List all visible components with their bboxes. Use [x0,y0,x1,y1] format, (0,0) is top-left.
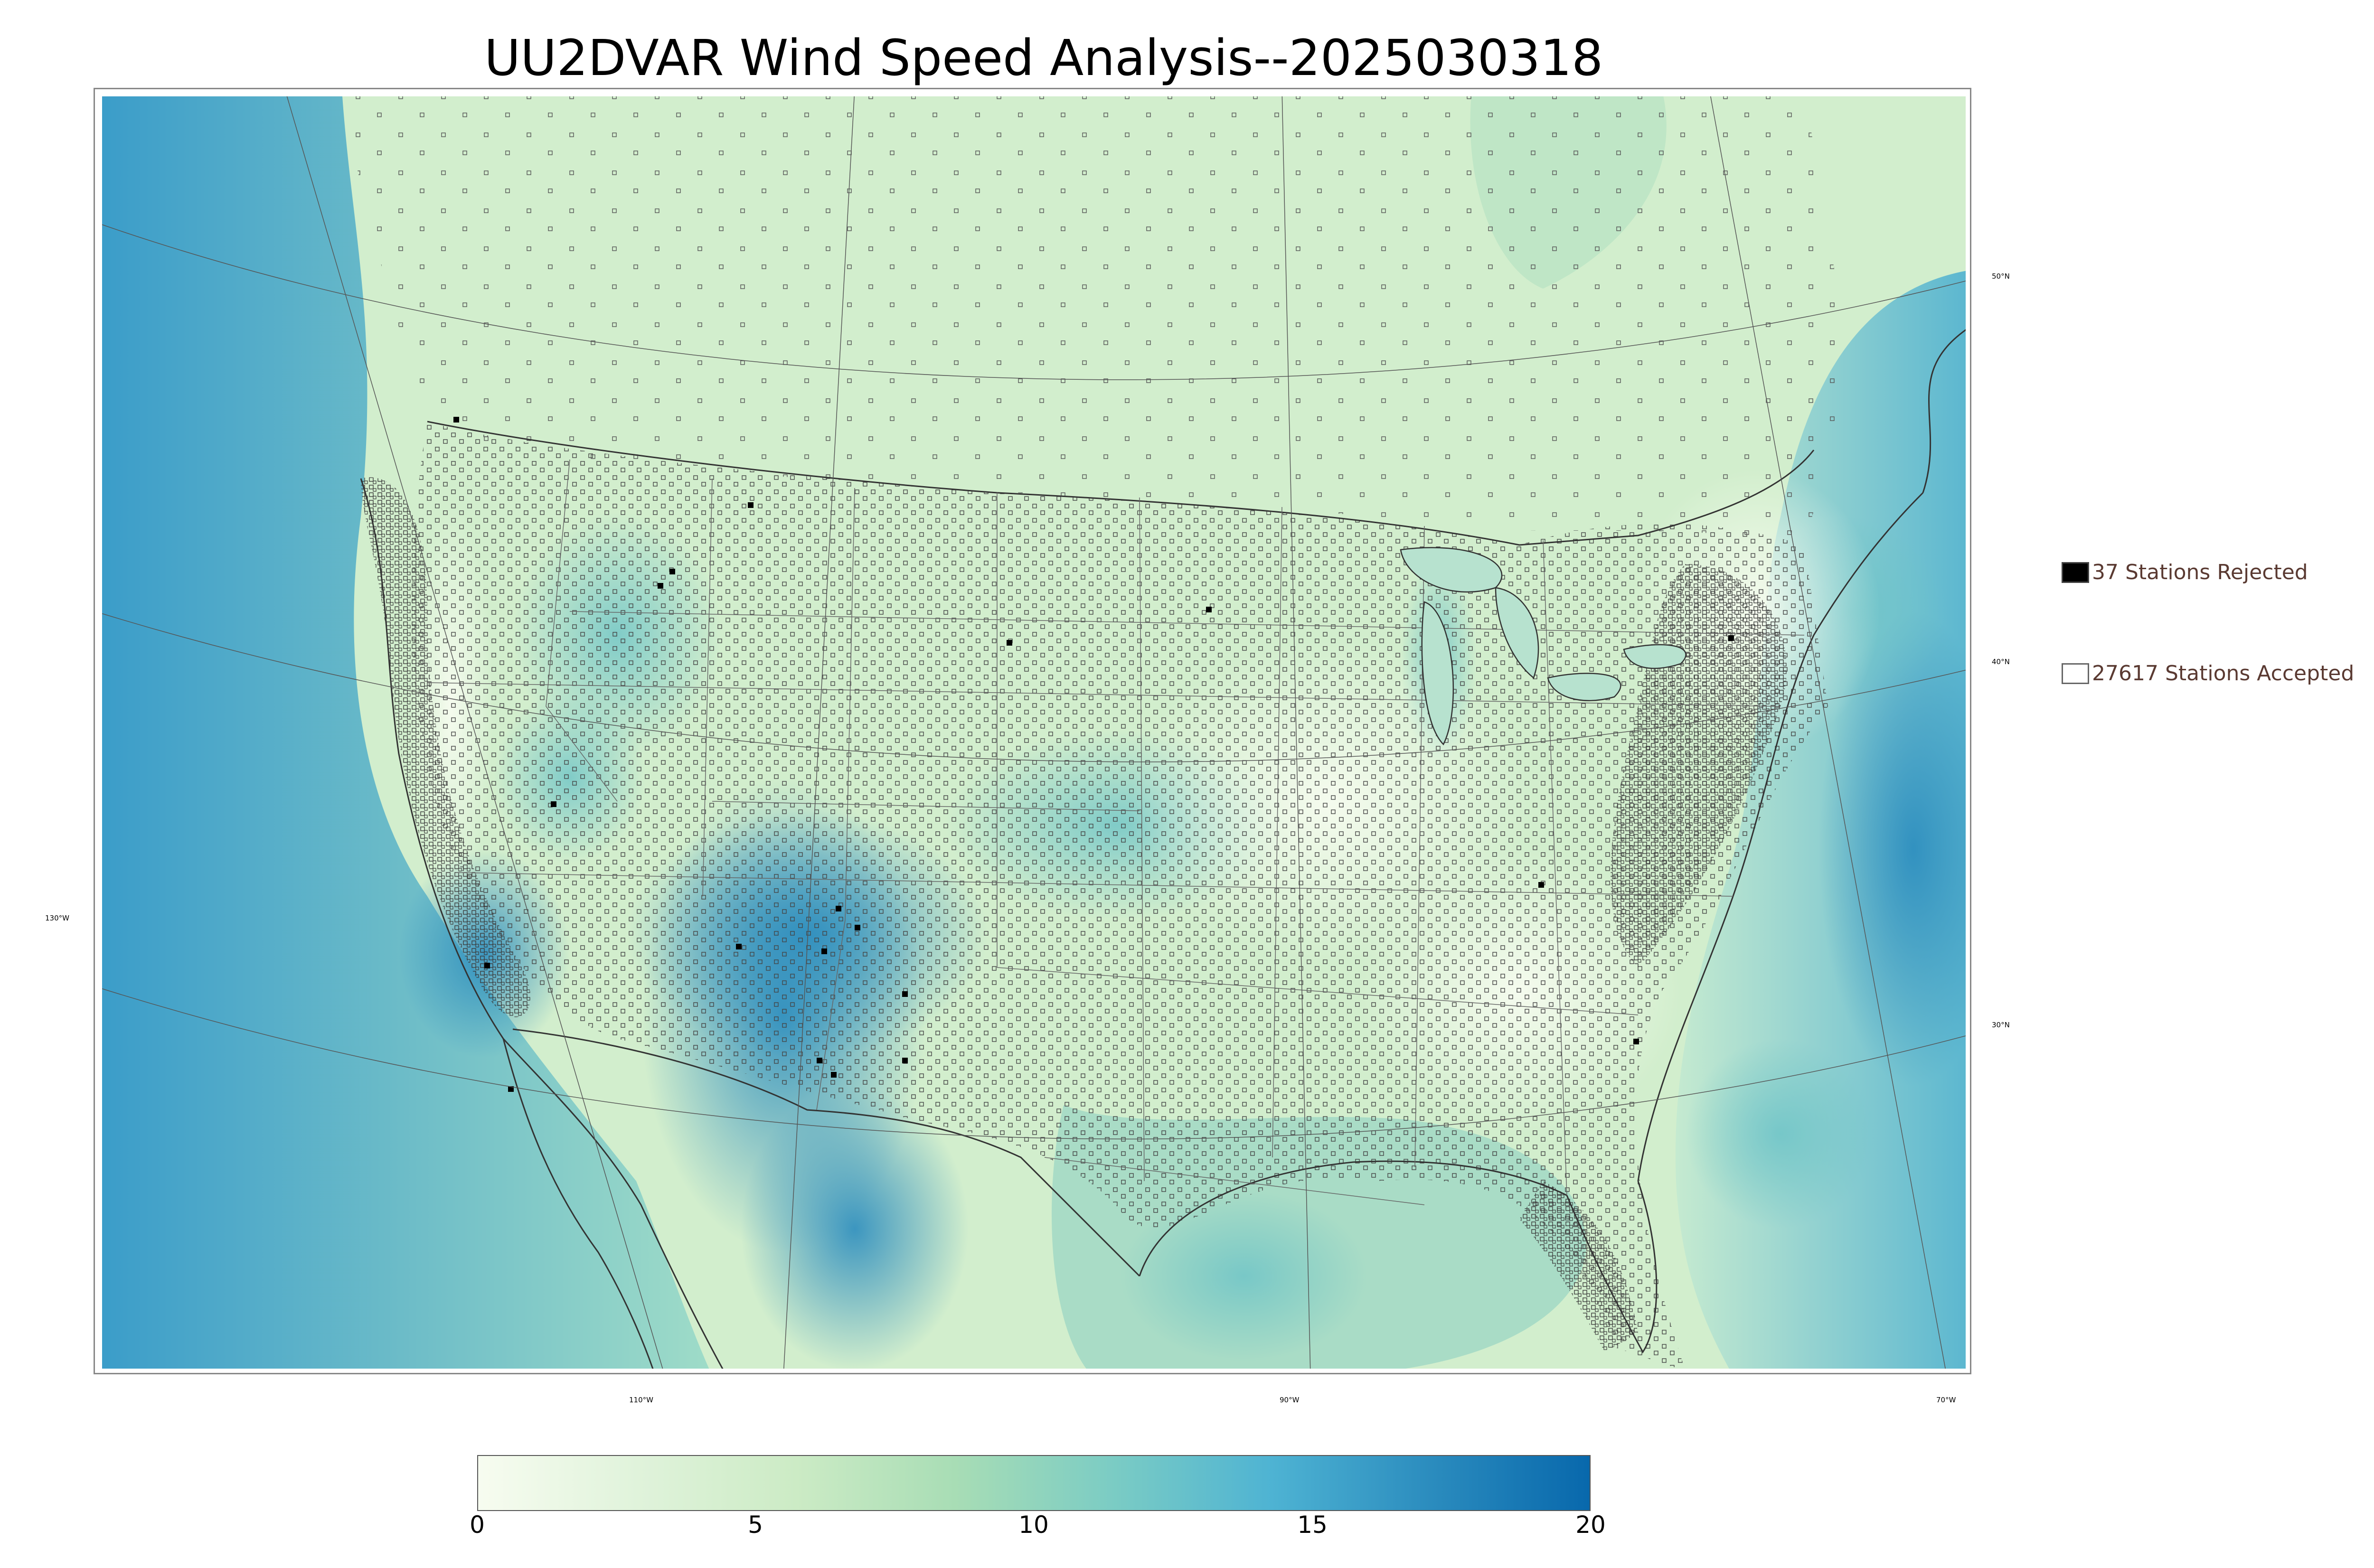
wind-sw-atlantic [1686,1039,1875,1229]
wind-gulf [1121,1191,1367,1361]
us-canada-border [427,421,1815,546]
accepted-swatch [2062,663,2089,684]
gulf-coast [1139,1160,1567,1277]
map-panel[interactable] [94,88,1971,1374]
great-lakes [1400,547,1686,746]
colorbar-tick-15: 15 [1297,1511,1328,1539]
map-borders [360,329,1966,1369]
canada-east-coast [1922,329,1966,493]
stations-canada [343,96,1852,545]
stations-florida [1519,1181,1638,1352]
legend-accepted: 27617 Stations Accepted [2062,661,2354,685]
state-borders [427,459,1805,1205]
map-title: UU2DVAR Wind Speed Analysis--2025030318 [484,29,1603,87]
lat-label-30n: 30°N [1992,1021,2010,1029]
high-wind-mexico [741,1086,969,1369]
wind-speed-map [102,96,1966,1369]
lon-label-130w: 130°W [45,914,69,922]
rejected-swatch [2062,562,2089,583]
lat-label-40n: 40°N [1992,657,2010,666]
colorbar-tick-10: 10 [1018,1511,1049,1539]
florida-coast [1566,1181,1658,1353]
lat-label-50n: 50°N [1992,272,2010,281]
pacific-ocean [102,96,709,1369]
legend-rejected: 37 Stations Rejected [2062,560,2308,584]
lon-label-90w: 90°W [1280,1396,1300,1404]
us-west-coast [360,478,724,1369]
colorbar [477,1455,1591,1511]
stations-conus [412,422,1828,1369]
us-mexico-border [512,1028,1140,1277]
lon-label-70w: 70°W [1936,1396,1956,1404]
graticule [102,96,1966,1369]
lon-label-110w: 110°W [629,1396,653,1404]
colorbar-tick-5: 5 [748,1511,763,1539]
wind-atlantic-storm [1818,611,1966,1086]
baja-coast [502,1038,654,1369]
accepted-label: 27617 Stations Accepted [2092,661,2355,685]
colorbar-tick-0: 0 [470,1511,485,1539]
stations-west-dense [361,477,531,1017]
rejected-label: 37 Stations Rejected [2092,560,2308,584]
colorbar-tick-20: 20 [1575,1511,1606,1539]
rejected-stations [453,417,1734,1092]
us-east-coast [1637,492,1924,1182]
accepted-stations [343,96,1852,1369]
